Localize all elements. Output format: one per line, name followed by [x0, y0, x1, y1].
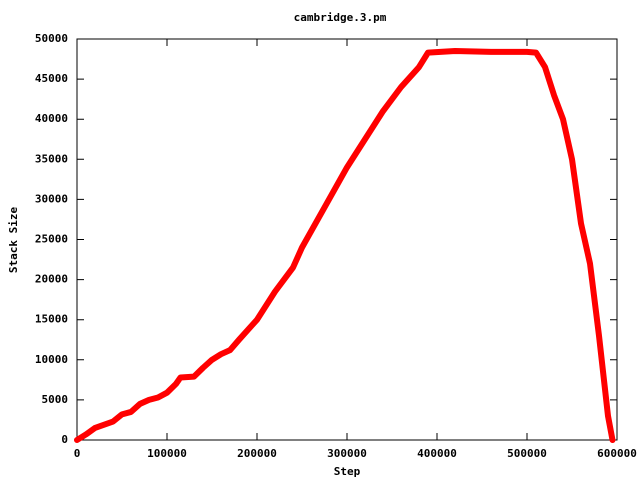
x-tick-label: 600000 [597, 447, 637, 460]
y-tick-label: 10000 [35, 353, 68, 366]
y-tick-label: 0 [61, 433, 68, 446]
data-line [74, 48, 616, 443]
y-tick-label: 15000 [35, 313, 68, 326]
y-tick-label: 30000 [35, 192, 68, 205]
y-tick-label: 25000 [35, 233, 68, 246]
x-tick-label: 500000 [507, 447, 547, 460]
y-tick-label: 50000 [35, 32, 68, 45]
x-tick-label: 400000 [417, 447, 457, 460]
x-axis-label: Step [334, 465, 361, 478]
x-tick-label: 0 [74, 447, 81, 460]
x-tick-label: 200000 [237, 447, 277, 460]
y-tick-label: 20000 [35, 273, 68, 286]
x-tick-label: 100000 [147, 447, 187, 460]
y-tick-label: 5000 [42, 393, 69, 406]
y-tick-label: 35000 [35, 152, 68, 165]
plot-frame [76, 38, 618, 441]
x-tick-label: 300000 [327, 447, 367, 460]
chart-title: cambridge.3.pm [294, 11, 387, 24]
y-tick-label: 40000 [35, 112, 68, 125]
y-axis-label: Stack Size [7, 207, 20, 274]
y-tick-label: 45000 [35, 72, 68, 85]
